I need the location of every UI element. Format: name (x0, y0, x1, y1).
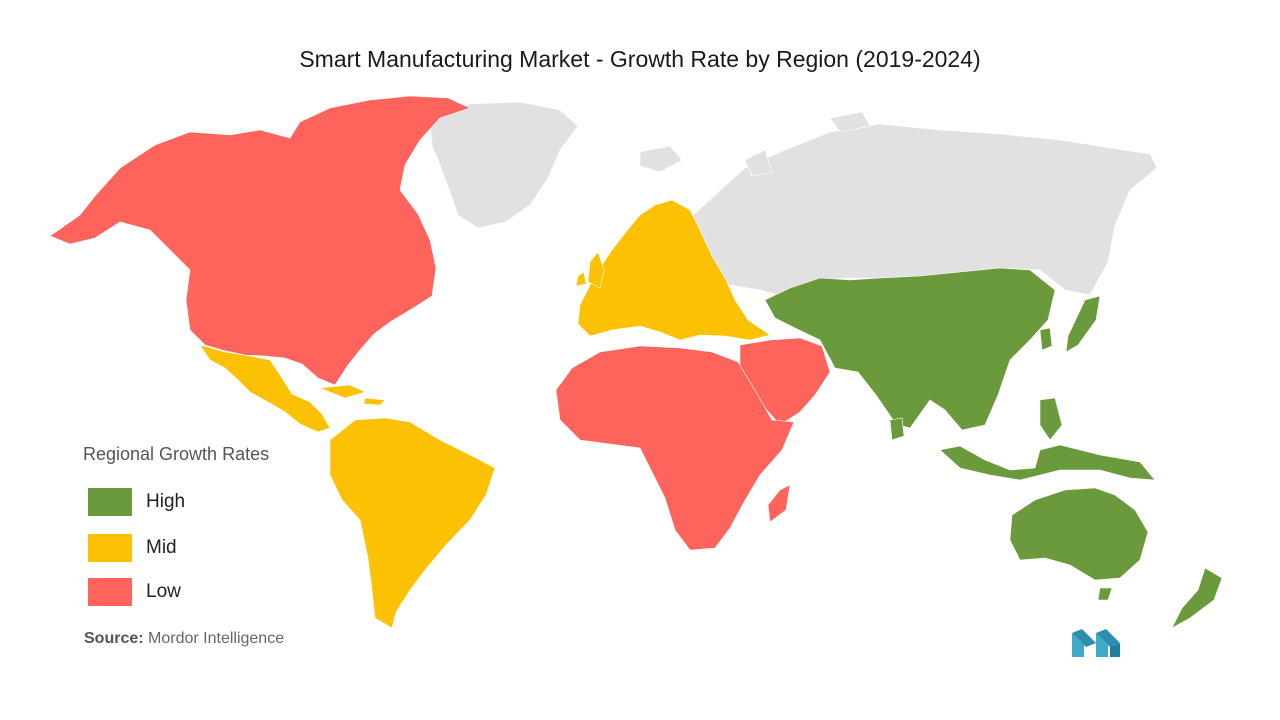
mordor-logo-icon (1072, 629, 1120, 657)
region-australia-nz[interactable] (1009, 487, 1223, 629)
region-mexico-central-america[interactable] (199, 344, 331, 433)
source-text: Mordor Intelligence (143, 630, 285, 647)
region-se-asia-islands (889, 397, 1156, 481)
region-greenland[interactable] (429, 101, 579, 229)
legend-label-mid: Mid (146, 537, 177, 558)
legend-swatch-low (88, 578, 132, 606)
region-uk-ireland (575, 251, 605, 289)
region-japan-korea (1039, 295, 1101, 353)
legend-title: Regional Growth Rates (83, 444, 270, 464)
region-europe[interactable] (577, 199, 771, 341)
legend-swatch-mid (88, 534, 132, 562)
region-madagascar (767, 484, 791, 523)
region-asia-pacific[interactable] (764, 267, 1056, 431)
region-north-america[interactable] (49, 95, 471, 386)
chart-title: Smart Manufacturing Market - Growth Rate… (299, 46, 981, 72)
legend-swatch-high (88, 488, 132, 516)
source-note: Source: Mordor Intelligence (84, 630, 284, 648)
region-russia[interactable] (689, 123, 1158, 297)
region-south-america[interactable] (329, 417, 496, 629)
region-arctic-islands (639, 111, 871, 177)
legend-label-high: High (146, 491, 186, 512)
region-africa[interactable] (555, 345, 795, 551)
region-caribbean (319, 384, 386, 406)
legend-label-low: Low (146, 581, 181, 602)
source-label: Source: (84, 630, 144, 647)
